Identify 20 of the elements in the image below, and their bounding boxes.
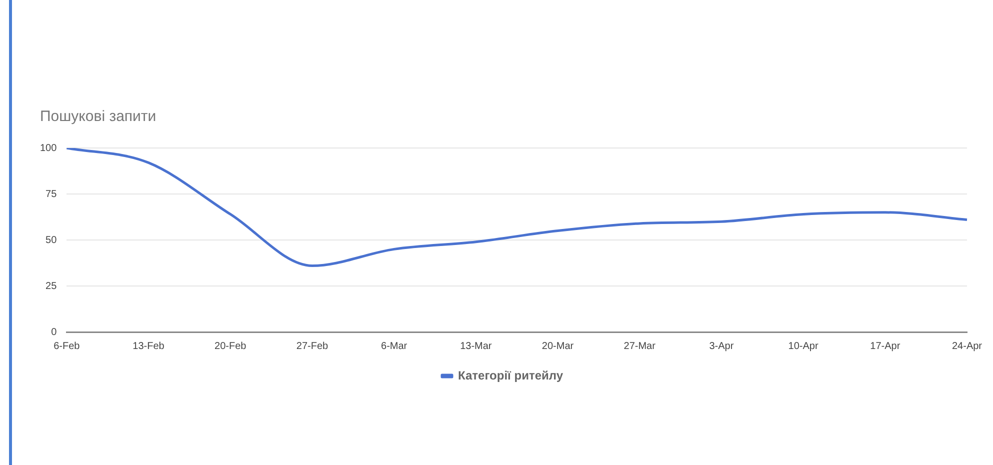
x-tick-label: 13-Feb (132, 340, 165, 352)
y-tick-label: 100 (40, 142, 58, 154)
legend-label: Категорії ритейлу (458, 368, 564, 382)
y-tick-label: 75 (46, 188, 58, 200)
x-tick-label: 17-Apr (870, 340, 901, 352)
x-tick-label: 10-Apr (788, 340, 819, 352)
x-tick-label: 13-Mar (460, 340, 492, 352)
x-tick-label: 20-Mar (542, 340, 574, 352)
x-tick-label: 3-Apr (709, 340, 734, 352)
line-series (65, 148, 968, 268)
x-tick-label: 27-Mar (624, 340, 656, 352)
x-tick-label: 6-Feb (54, 340, 80, 352)
x-tick-label: 27-Feb (296, 340, 328, 352)
y-axis-title: Пошукові запити (40, 108, 156, 125)
x-tick-label: 24-Apr (952, 340, 983, 352)
y-tick-label: 25 (46, 280, 58, 292)
x-tick-label: 20-Feb (214, 340, 247, 352)
y-tick-label: 0 (51, 326, 58, 338)
y-tick-label: 50 (46, 234, 58, 246)
x-tick-label: 6-Mar (381, 340, 408, 352)
